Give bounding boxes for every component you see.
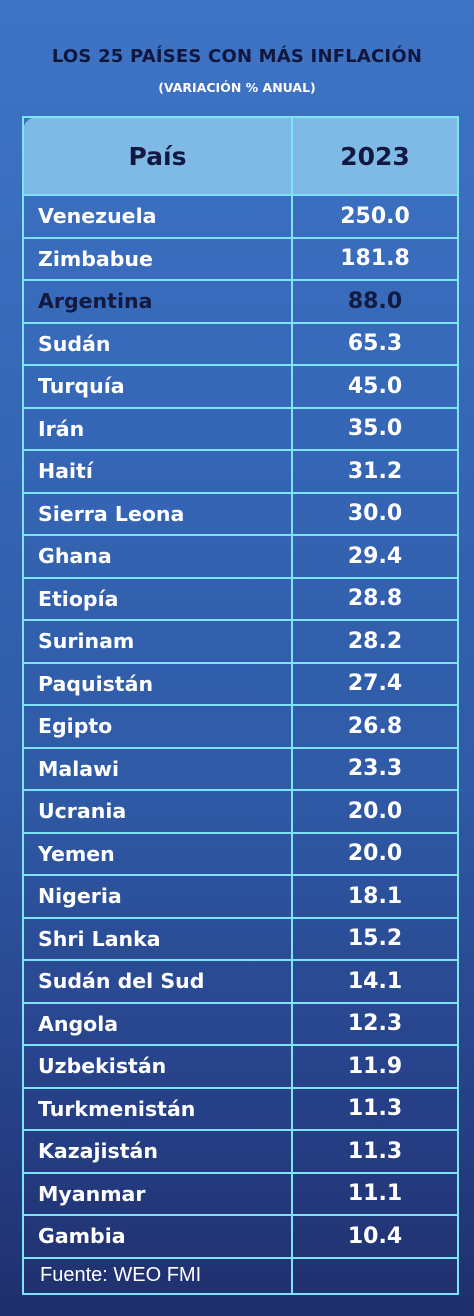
chart-title: LOS 25 PAÍSES CON MÁS INFLACIÓN xyxy=(51,46,423,67)
inflation-value-cell: 29.4 xyxy=(291,534,459,579)
inflation-value-cell: 65.3 xyxy=(291,321,459,366)
table-row: Myanmar 11.1 xyxy=(22,1171,459,1216)
inflation-value-cell: 181.8 xyxy=(291,236,459,281)
table-row: Gambia 10.4 xyxy=(22,1214,459,1259)
country-cell: Myanmar xyxy=(22,1171,293,1216)
table-row: Angola 12.3 xyxy=(22,1001,459,1046)
inflation-value-cell: 27.4 xyxy=(291,661,459,706)
table-row: Ghana 29.4 xyxy=(22,534,459,579)
inflation-value-cell: 250.0 xyxy=(291,194,459,239)
inflation-value-cell: 11.9 xyxy=(291,1044,459,1089)
table-row: Venezuela 250.0 xyxy=(22,194,459,239)
table-row: Zimbabue 181.8 xyxy=(22,236,459,281)
table-row: Shri Lanka 15.2 xyxy=(22,916,459,961)
source-row: Fuente: WEO FMI xyxy=(22,1256,459,1295)
inflation-value-cell: 11.1 xyxy=(291,1171,459,1216)
country-cell: Turkmenistán xyxy=(22,1086,293,1131)
inflation-value-cell: 35.0 xyxy=(291,406,459,451)
country-cell: Ucrania xyxy=(22,789,293,834)
country-cell: Gambia xyxy=(22,1214,293,1259)
country-cell: Haití xyxy=(22,449,293,494)
country-cell: Turquía xyxy=(22,364,293,409)
inflation-value-cell: 14.1 xyxy=(291,959,459,1004)
table-row: Nigeria 18.1 xyxy=(22,874,459,919)
country-cell: Nigeria xyxy=(22,874,293,919)
inflation-value-cell: 26.8 xyxy=(291,704,459,749)
inflation-value-cell: 20.0 xyxy=(291,831,459,876)
inflation-table: País 2023 Venezuela 250.0 Zimbabue 181.8 Arg… xyxy=(22,116,459,1295)
table-row: Kazajistán 11.3 xyxy=(22,1129,459,1174)
table-row: Etiopía 28.8 xyxy=(22,576,459,621)
source-note: Fuente: WEO FMI xyxy=(22,1256,293,1295)
inflation-value-cell: 23.3 xyxy=(291,746,459,791)
inflation-value-cell: 45.0 xyxy=(291,364,459,409)
table-row: Uzbekistán 11.9 xyxy=(22,1044,459,1089)
inflation-value-cell: 28.2 xyxy=(291,619,459,664)
table-row: Yemen 20.0 xyxy=(22,831,459,876)
column-header-country: País xyxy=(22,116,293,196)
table-row: Sudán 65.3 xyxy=(22,321,459,366)
inflation-value-cell: 20.0 xyxy=(291,789,459,834)
inflation-value-cell: 30.0 xyxy=(291,491,459,536)
country-cell: Shri Lanka xyxy=(22,916,293,961)
table-row: Egipto 26.8 xyxy=(22,704,459,749)
country-cell: Irán xyxy=(22,406,293,451)
table-body: Venezuela 250.0 Zimbabue 181.8 Argentina 88.0… xyxy=(22,194,459,1259)
country-cell: Sudán del Sud xyxy=(22,959,293,1004)
inflation-value-cell: 11.3 xyxy=(291,1129,459,1174)
country-cell: Ghana xyxy=(22,534,293,579)
inflation-value-cell: 11.3 xyxy=(291,1086,459,1131)
table-row: Turquía 45.0 xyxy=(22,364,459,409)
country-cell: Malawi xyxy=(22,746,293,791)
inflation-value-cell: 18.1 xyxy=(291,874,459,919)
table-row: Paquistán 27.4 xyxy=(22,661,459,706)
table-row: Haití 31.2 xyxy=(22,449,459,494)
country-cell: Argentina xyxy=(22,279,293,324)
inflation-value-cell: 88.0 xyxy=(291,279,459,324)
table-header-row: País 2023 xyxy=(22,116,459,196)
country-cell: Venezuela xyxy=(22,194,293,239)
chart-subtitle: (VARIACIÓN % ANUAL) xyxy=(158,80,316,95)
country-cell: Egipto xyxy=(22,704,293,749)
source-blank-cell xyxy=(291,1256,459,1295)
inflation-value-cell: 10.4 xyxy=(291,1214,459,1259)
table-row: Turkmenistán 11.3 xyxy=(22,1086,459,1131)
inflation-value-cell: 28.8 xyxy=(291,576,459,621)
column-header-year: 2023 xyxy=(291,116,459,196)
country-cell: Paquistán xyxy=(22,661,293,706)
country-cell: Sudán xyxy=(22,321,293,366)
inflation-value-cell: 12.3 xyxy=(291,1001,459,1046)
country-cell: Surinam xyxy=(22,619,293,664)
country-cell: Yemen xyxy=(22,831,293,876)
table-row: Ucrania 20.0 xyxy=(22,789,459,834)
table-row: Sudán del Sud 14.1 xyxy=(22,959,459,1004)
table-row: Malawi 23.3 xyxy=(22,746,459,791)
table-row: Argentina 88.0 xyxy=(22,279,459,324)
country-cell: Etiopía xyxy=(22,576,293,621)
table-row: Surinam 28.2 xyxy=(22,619,459,664)
country-cell: Uzbekistán xyxy=(22,1044,293,1089)
country-cell: Zimbabue xyxy=(22,236,293,281)
country-cell: Angola xyxy=(22,1001,293,1046)
country-cell: Kazajistán xyxy=(22,1129,293,1174)
table-row: Sierra Leona 30.0 xyxy=(22,491,459,536)
country-cell: Sierra Leona xyxy=(22,491,293,536)
table-row: Irán 35.0 xyxy=(22,406,459,451)
inflation-value-cell: 15.2 xyxy=(291,916,459,961)
inflation-value-cell: 31.2 xyxy=(291,449,459,494)
